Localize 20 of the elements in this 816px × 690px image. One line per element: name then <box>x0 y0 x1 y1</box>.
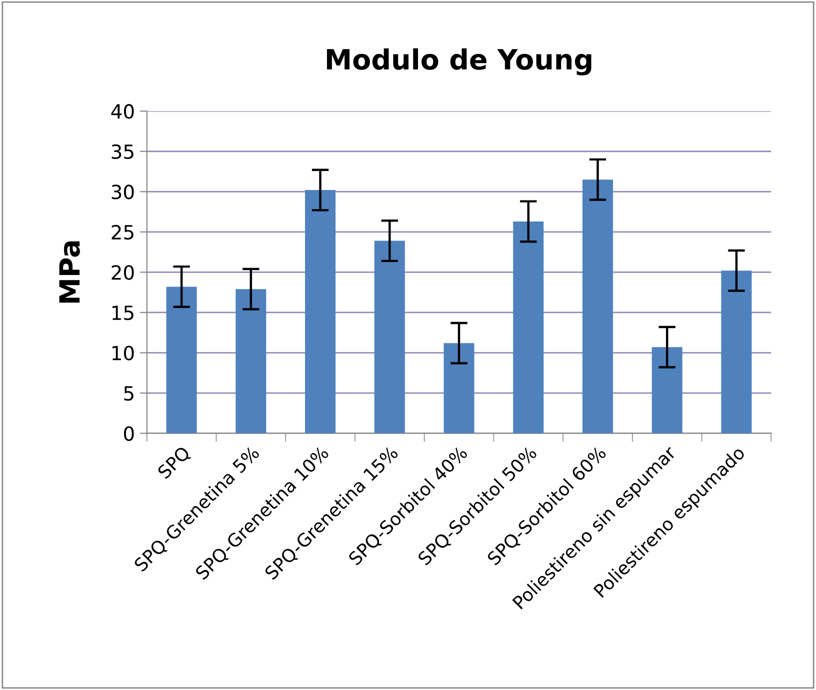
y-tick-label: 30 <box>112 184 134 200</box>
y-axis-title: MPa <box>59 241 80 303</box>
bar <box>513 221 544 434</box>
y-tick-label: 0 <box>124 426 134 441</box>
y-tick-label: 40 <box>111 104 134 119</box>
y-tick-label: 10 <box>112 346 134 360</box>
bar <box>444 343 474 434</box>
y-tick-label: 5 <box>124 386 134 401</box>
bar <box>721 270 752 434</box>
bar <box>166 286 197 434</box>
bar <box>236 289 266 434</box>
chart-title: Modulo de Young <box>326 48 592 76</box>
y-tick-label: 20 <box>112 265 134 280</box>
y-tick-label: 25 <box>112 224 134 240</box>
bar <box>652 347 682 434</box>
bar <box>582 180 613 434</box>
y-tick-label: 35 <box>112 144 134 160</box>
bar <box>305 190 336 434</box>
y-tick-label: 15 <box>112 306 134 320</box>
bar <box>374 240 405 434</box>
